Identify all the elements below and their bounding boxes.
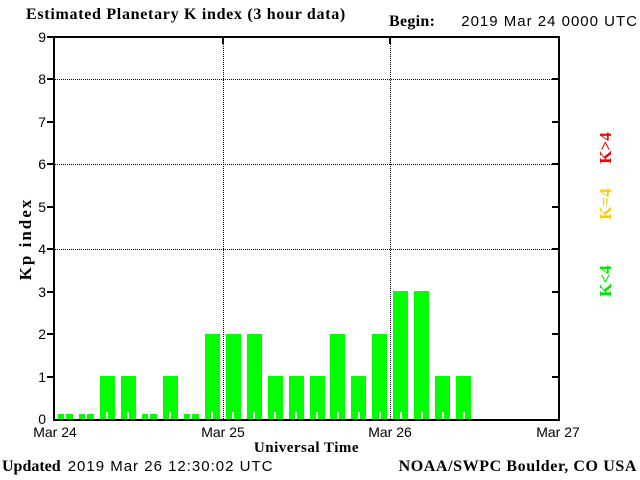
y-tick-label: 0 [38,411,46,427]
y-tick-left [47,78,53,80]
kp-bar [310,376,325,419]
axis-tick-notch [253,412,255,419]
y-tick-left [47,120,53,123]
kp-bar [163,376,178,419]
axis-tick-notch [106,412,108,419]
axis-tick-notch [148,412,150,419]
gridline-kp-8 [55,79,558,80]
updated-label: Updated [2,458,61,475]
y-tick-label: 4 [38,241,46,257]
gridline-kp-6 [55,164,558,165]
updated-line: Updated 2019 Mar 26 12:30:02 UTC [2,458,273,476]
y-tick-right [552,333,558,335]
kp-bar [435,376,450,419]
kp-bar [121,376,136,419]
day-boundary-line [223,38,224,419]
y-tick-label: 5 [38,198,46,215]
y-tick-label: 8 [38,71,46,87]
y-tick-left [47,375,53,378]
y-tick-left [47,163,53,165]
axis-tick-notch [400,412,402,419]
y-tick-right [552,78,558,80]
y-tick-left [47,290,53,293]
y-tick-right [552,248,558,250]
axis-tick-notch [463,412,465,419]
y-axis-title: Kp index [16,197,35,281]
legend-K-lt-4: K<4 [596,265,615,297]
y-tick-left [47,333,53,335]
x-tick-label: Mar 26 [368,424,412,440]
axis-tick-notch [379,412,381,419]
y-tick-label: 3 [38,283,46,300]
x-axis-title: Universal Time [253,440,360,456]
axis-tick-notch [358,412,360,419]
axis-tick-notch [211,412,213,419]
y-tick-left [47,35,53,38]
y-tick-right [552,163,558,165]
updated-value: 2019 Mar 26 12:30:02 UTC [67,458,274,475]
y-tick-label: 7 [38,113,46,130]
axis-tick-notch [316,412,318,419]
chart-title: Estimated Planetary K index (3 hour data… [26,6,346,23]
kp-bar [226,334,241,419]
kp-bar [100,376,115,419]
kp-bar [330,334,345,419]
kp-bar [372,334,387,419]
plot-area [53,36,560,421]
begin-line: Begin: 2019 Mar 24 0000 UTC [389,13,638,31]
x-tick-label: Mar 27 [536,424,580,440]
kp-bar [268,376,283,419]
axis-tick-notch [337,412,339,419]
kp-bar [351,376,366,419]
kp-bar [247,334,262,419]
y-tick-label: 2 [38,326,46,342]
x-tick-label: Mar 24 [33,424,77,440]
axis-tick-notch [274,412,276,419]
y-tick-right [552,205,558,208]
y-tick-left [47,248,53,250]
credit-line: NOAA/SWPC Boulder, CO USA [398,458,637,475]
x-tick-label: Mar 25 [201,424,245,440]
y-tick-right [552,290,558,293]
axis-tick-notch [421,412,423,419]
axis-tick-notch [169,412,171,419]
y-tick-label: 6 [38,156,46,172]
gridline-kp-4 [55,249,558,250]
legend-K-eq-4: K=4 [596,188,615,220]
y-tick-label: 1 [38,368,46,385]
day-boundary-top-tick [222,38,224,44]
y-tick-left [47,205,53,208]
kp-bar [393,291,408,419]
kp-bar [414,291,429,419]
axis-tick-notch [127,412,129,419]
axis-tick-notch [190,412,192,419]
day-boundary-top-tick [389,38,391,44]
day-boundary-line [390,38,391,419]
y-tick-right [552,375,558,378]
begin-value: 2019 Mar 24 0000 UTC [461,13,638,30]
axis-tick-notch [442,412,444,419]
kp-bar [205,334,220,419]
axis-tick-notch [85,412,87,419]
y-tick-right [552,120,558,123]
axis-tick-notch [232,412,234,419]
kp-bar [289,376,304,419]
axis-tick-notch [64,412,66,419]
begin-label: Begin: [388,13,436,30]
kp-bar [456,376,471,419]
y-tick-label: 9 [38,28,46,45]
axis-tick-notch [295,412,297,419]
